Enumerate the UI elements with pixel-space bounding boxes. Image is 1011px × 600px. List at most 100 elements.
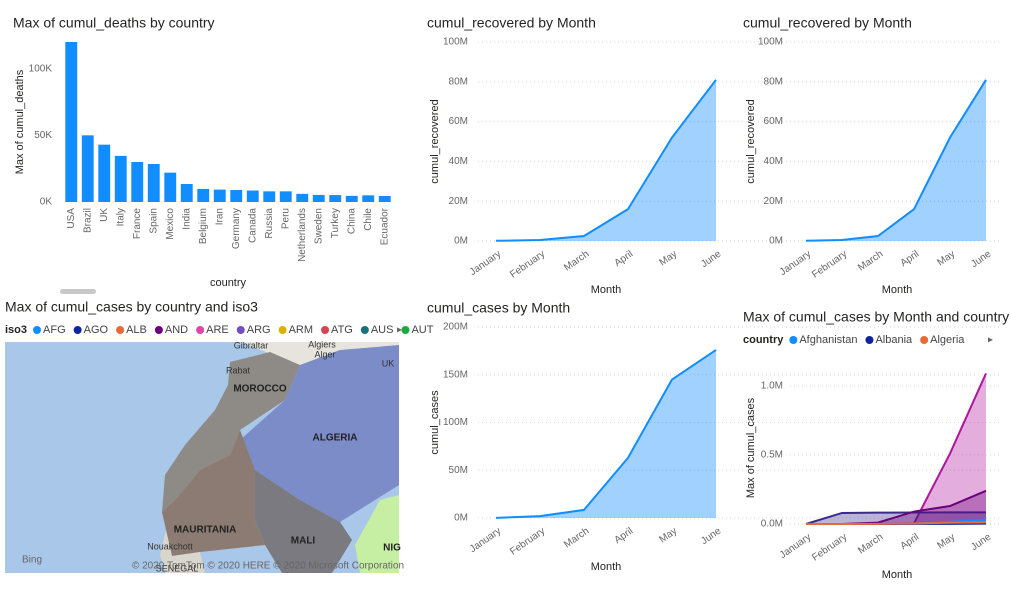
legend-swatch (236, 326, 245, 334)
y-axis-title: cumul_recovered (429, 99, 441, 183)
bar (279, 191, 292, 202)
x-tick-label: Germany (231, 208, 242, 249)
y-tick-label: 0.0M (761, 519, 783, 530)
legend-item: ARE (206, 324, 229, 336)
legend-item: AFG (43, 324, 66, 336)
y-tick-label: 40M (764, 156, 783, 167)
x-tick-label: February (508, 249, 547, 281)
bar (213, 189, 226, 202)
chart-title: cumul_recovered by Month (743, 15, 912, 31)
legend-item: ALB (126, 324, 147, 336)
bar (180, 184, 193, 202)
x-tick-label: Canada (247, 208, 258, 243)
x-tick-label: Mexico (165, 208, 176, 240)
y-tick-label: 60M (764, 116, 783, 127)
legend-item: ATG (331, 324, 353, 336)
map-label: Alger (314, 349, 335, 359)
x-tick-label: May (935, 532, 957, 552)
bar (197, 188, 210, 202)
x-tick-label: January (778, 249, 813, 278)
x-tick-label: February (508, 526, 547, 558)
x-tick-label: Russia (264, 208, 275, 239)
legend-swatch (360, 326, 369, 334)
x-tick-label: April (899, 249, 922, 269)
x-tick-label: June (969, 531, 993, 553)
x-tick-label: UK (99, 208, 110, 222)
x-tick-label: January (468, 526, 503, 555)
chart-title: Max of cumul_cases by Month and country (743, 309, 1009, 325)
map-label: ALGERIA (313, 433, 358, 444)
area (806, 373, 986, 524)
x-tick-label: May (657, 249, 679, 269)
x-tick-label: Sweden (313, 208, 324, 244)
bar (345, 195, 358, 202)
bar (65, 42, 78, 202)
bar (362, 195, 375, 202)
scrollbar[interactable] (60, 289, 96, 294)
map-label: MAURITANIA (174, 525, 237, 536)
y-tick-label: 100M (443, 417, 468, 428)
bar (114, 155, 127, 202)
x-axis-title: Month (591, 561, 622, 573)
x-tick-label: May (657, 526, 679, 546)
x-tick-label: Chile (363, 208, 374, 231)
x-tick-label: Spain (148, 208, 159, 234)
map-logo: Bing (22, 555, 42, 566)
chart-title: Max of cumul_cases by country and iso3 (5, 299, 258, 315)
legend-item: Algeria (930, 334, 965, 346)
map-label: MALI (291, 536, 316, 547)
legend-title: country (743, 334, 784, 346)
country-shape (355, 495, 399, 573)
legend-arrow: ▸ (397, 325, 402, 336)
map-label: SENEGAL (156, 563, 199, 573)
y-tick-label: 100M (443, 37, 468, 48)
area (806, 79, 986, 241)
bar (147, 164, 160, 202)
legend-swatch (33, 326, 42, 334)
line (805, 79, 987, 242)
y-tick-label: 0M (454, 236, 468, 247)
y-tick-label: 0.5M (761, 450, 783, 461)
y-axis-title: cumul_recovered (745, 99, 757, 183)
map-label: UK (382, 358, 395, 368)
x-tick-label: April (613, 249, 636, 269)
line (806, 521, 987, 525)
map-label: Nouakchott (147, 541, 193, 551)
x-tick-label: April (899, 532, 922, 552)
legend-item: Albania (875, 334, 913, 346)
y-tick-label: 100K (29, 63, 53, 74)
x-tick-label: June (699, 248, 723, 270)
legend-swatch (154, 326, 163, 334)
x-tick-label: February (810, 249, 849, 281)
bar (246, 190, 259, 202)
x-axis-title: Month (591, 284, 622, 296)
y-tick-label: 40M (449, 156, 468, 167)
y-tick-label: 20M (764, 196, 783, 207)
legend-swatch (196, 326, 205, 334)
y-axis-title: Max of cumul_deaths (14, 69, 26, 174)
area (496, 349, 716, 518)
map-label: Gibraltar (234, 340, 269, 350)
x-tick-label: Brazil (82, 208, 93, 233)
y-tick-label: 50M (449, 465, 468, 476)
bar (329, 195, 342, 202)
y-axis-title: cumul_cases (429, 390, 441, 455)
map-attribution: © 2020 TomTom © 2020 HERE © 2020 Microso… (132, 561, 404, 572)
legend-arrow: ▸ (988, 335, 993, 346)
y-tick-label: 0M (769, 236, 783, 247)
x-tick-label: Ecuador (379, 207, 390, 245)
area (496, 79, 716, 241)
country-shape (162, 430, 265, 556)
x-tick-label: Netherlands (297, 208, 308, 262)
x-tick-label: January (778, 532, 813, 561)
y-tick-label: 80M (764, 76, 783, 87)
y-tick-label: 60M (449, 116, 468, 127)
legend-swatch (920, 336, 929, 344)
legend-swatch (116, 326, 125, 334)
bar (230, 190, 243, 202)
map-label: NIG (383, 543, 401, 554)
legend-swatch (789, 336, 798, 344)
y-tick-label: 0K (40, 197, 53, 208)
x-tick-label: February (810, 532, 849, 564)
y-tick-label: 100M (758, 37, 783, 48)
